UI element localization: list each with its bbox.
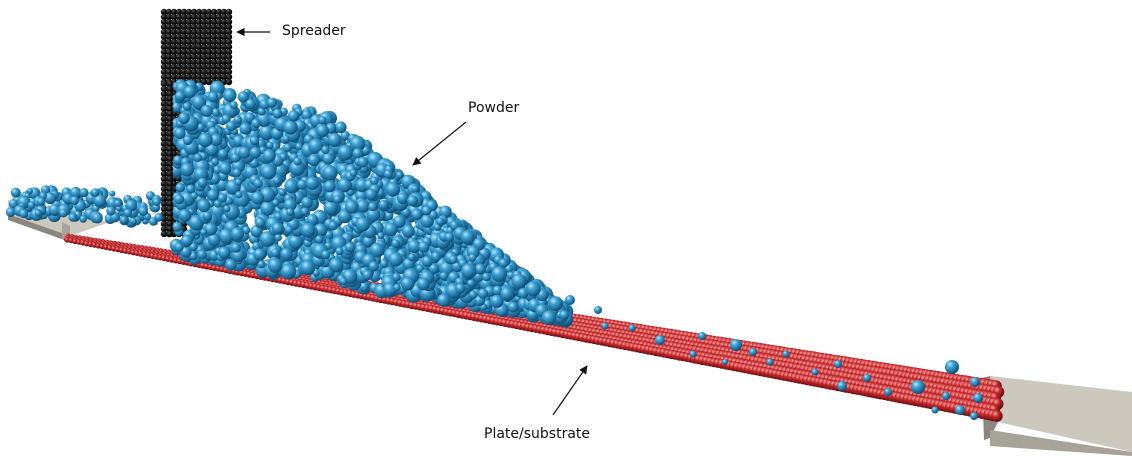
powder-heap (5, 79, 983, 420)
plate-label: Plate/substrate (484, 426, 591, 442)
spreader-front (166, 80, 174, 238)
powder-label: Powder (468, 100, 520, 116)
spreader-label: Spreader (282, 23, 346, 39)
powder-arrow (412, 121, 467, 166)
right-ledge (982, 376, 1132, 456)
plate-arrow (552, 365, 588, 416)
